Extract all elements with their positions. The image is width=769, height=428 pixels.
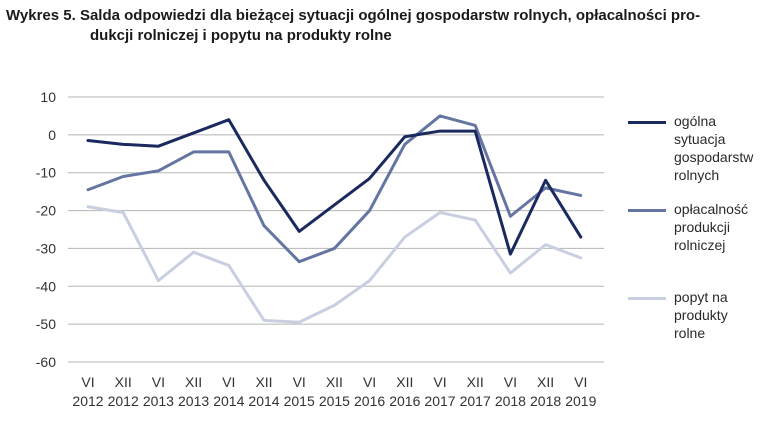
x-tick-label-month: VI [574,374,587,390]
legend-swatch [628,209,666,212]
y-tick-label: -30 [36,240,56,256]
x-tick-label-month: VI [152,374,165,390]
legend-swatch [628,297,666,300]
y-tick-label: -40 [36,278,56,294]
series-line-2 [86,114,583,264]
x-tick-label-year: 2012 [72,393,103,409]
series-line-3 [86,205,583,324]
chart-title-line-1: Wykres 5. Salda odpowiedzi dla bieżącej … [6,7,701,24]
x-tick-label-year: 2014 [248,393,279,409]
x-tick-label-year: 2014 [213,393,244,409]
x-tick-label-year: 2013 [178,393,209,409]
x-tick-label-month: XII [255,374,272,390]
chart-title-line-2: dukcji rolniczej i popytu na produkty ro… [90,27,392,44]
x-tick-label-year: 2018 [495,393,526,409]
chart-title: Wykres 5. Salda odpowiedzi dla bieżącej … [6,6,761,46]
x-tick-label-year: 2015 [284,393,315,409]
x-tick-label-year: 2017 [460,393,491,409]
x-tick-label-month: XII [537,374,554,390]
x-tick-label-month: XII [467,374,484,390]
x-tick-label-year: 2013 [143,393,174,409]
x-tick-label-year: 2016 [389,393,420,409]
y-tick-label: 0 [48,127,56,143]
legend-swatch [628,121,666,124]
y-tick-label: -50 [36,316,56,332]
y-tick-label: 10 [40,89,56,105]
y-tick-label: -20 [36,203,56,219]
x-tick-label-year: 2017 [424,393,455,409]
x-tick-label-month: XII [326,374,343,390]
x-tick-label-year: 2018 [530,393,561,409]
x-tick-label-year: 2019 [565,393,596,409]
y-tick-label: -60 [36,354,56,370]
x-tick-label-year: 2015 [319,393,350,409]
legend-label: ogólna sytuacja gospodarstw rolnych [674,113,754,183]
x-tick-label-month: VI [293,374,306,390]
x-tick-label-month: XII [396,374,413,390]
x-tick-label-month: XII [185,374,202,390]
x-tick-label-month: VI [363,374,376,390]
x-tick-label-month: XII [115,374,132,390]
x-tick-label-month: VI [433,374,446,390]
series-line-1 [86,118,583,256]
legend-label: opłacalność produkcji rolniczej [674,201,748,253]
x-tick-label-year: 2016 [354,393,385,409]
x-tick-label-year: 2012 [108,393,139,409]
x-tick-label-month: VI [504,374,517,390]
legend-label: popyt na produkty rolne [674,289,728,341]
x-tick-label-month: VI [222,374,235,390]
x-tick-label-month: VI [81,374,94,390]
y-tick-label: -10 [36,165,56,181]
